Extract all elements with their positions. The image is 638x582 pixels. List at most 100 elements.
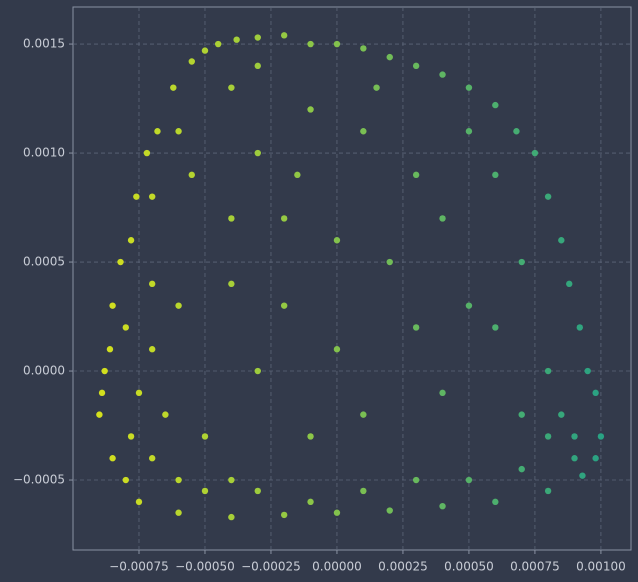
point: [333, 346, 341, 353]
point: [98, 389, 106, 397]
point: [228, 215, 235, 222]
point: [412, 324, 420, 331]
point: [492, 498, 499, 506]
point: [360, 411, 367, 418]
point: [439, 71, 446, 78]
point: [122, 324, 129, 331]
point: [148, 280, 156, 288]
y-tick-label: 0.0000: [23, 364, 65, 378]
point: [294, 171, 301, 179]
point: [254, 367, 261, 375]
y-tick-label: −0.0005: [13, 473, 65, 487]
point: [175, 509, 182, 516]
x-tick-label: −0.00025: [241, 560, 301, 574]
point: [333, 40, 341, 48]
point: [373, 84, 380, 91]
y-tick-label: 0.0015: [23, 37, 65, 51]
point: [360, 45, 367, 52]
point: [175, 476, 182, 484]
point: [592, 455, 599, 462]
point: [117, 258, 124, 266]
point: [254, 34, 261, 41]
plot-area: [72, 6, 632, 551]
point: [566, 280, 573, 288]
point: [386, 258, 393, 266]
point: [228, 513, 235, 521]
point: [148, 346, 156, 353]
point: [386, 507, 393, 514]
x-tick-label: 0.00100: [576, 560, 626, 574]
point: [465, 128, 473, 135]
point: [162, 411, 169, 418]
point: [597, 433, 605, 440]
point: [127, 433, 135, 440]
point: [133, 193, 140, 200]
point: [558, 237, 565, 244]
point: [518, 411, 525, 418]
point: [254, 149, 261, 157]
point: [531, 149, 539, 157]
point: [106, 346, 114, 353]
point: [280, 511, 288, 519]
point: [307, 433, 314, 440]
x-tick-label: 0.00075: [510, 560, 560, 574]
point: [333, 237, 341, 244]
point: [576, 324, 583, 331]
point: [148, 455, 156, 462]
point: [307, 498, 314, 506]
point: [465, 84, 473, 91]
point: [175, 128, 182, 135]
point: [518, 465, 525, 473]
x-tick-label: 0.00025: [378, 560, 428, 574]
point: [558, 411, 565, 418]
point: [201, 487, 209, 495]
x-tick-label: 0.00000: [312, 560, 362, 574]
point: [228, 84, 235, 91]
point: [439, 389, 446, 397]
point: [360, 487, 367, 495]
point: [307, 40, 314, 48]
point: [579, 472, 586, 479]
x-tick-label: −0.00075: [109, 560, 169, 574]
point: [201, 47, 209, 54]
point: [170, 84, 177, 91]
point: [122, 476, 129, 484]
point: [109, 455, 116, 462]
point: [518, 258, 525, 266]
point: [228, 280, 235, 288]
point: [544, 433, 552, 440]
point: [214, 40, 222, 48]
point: [513, 128, 520, 135]
point: [412, 476, 420, 484]
point: [412, 62, 420, 70]
point: [492, 171, 499, 179]
point: [465, 302, 473, 309]
point: [143, 149, 151, 157]
point: [233, 36, 240, 43]
point: [544, 487, 552, 495]
point: [101, 367, 108, 375]
point: [280, 302, 288, 309]
point: [188, 171, 195, 179]
point: [188, 58, 195, 65]
y-tick-label: 0.0010: [23, 146, 65, 160]
point: [127, 237, 135, 244]
point: [544, 193, 552, 200]
point: [584, 367, 591, 375]
point: [254, 487, 261, 495]
point: [333, 509, 341, 516]
point: [439, 215, 446, 222]
point: [544, 367, 552, 375]
point: [592, 389, 599, 397]
point: [571, 455, 578, 462]
point: [109, 302, 116, 309]
point: [254, 62, 261, 70]
point: [135, 389, 143, 397]
point: [135, 498, 143, 506]
point: [96, 411, 103, 418]
point: [175, 302, 182, 309]
point: [412, 171, 420, 179]
point: [492, 101, 499, 109]
point: [571, 433, 578, 440]
